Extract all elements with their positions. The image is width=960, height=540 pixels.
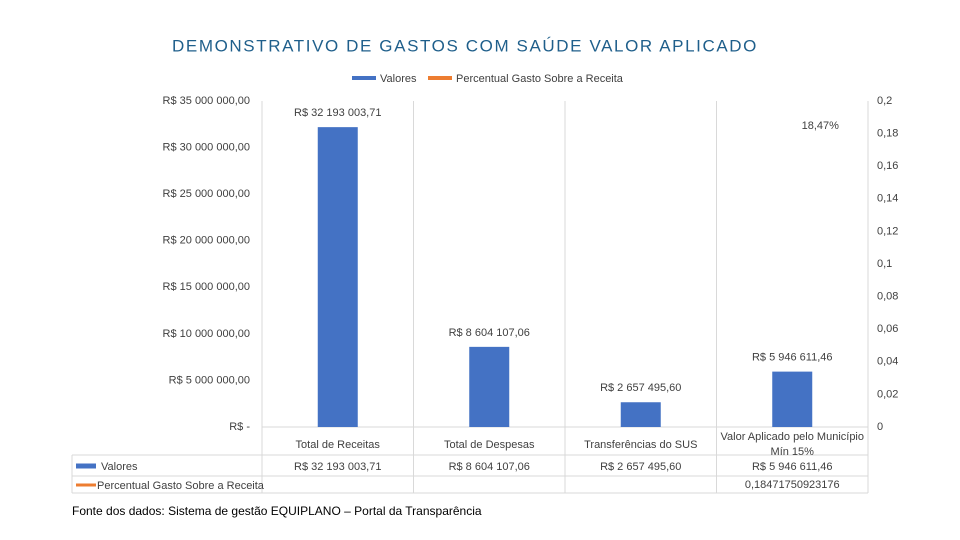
y2-tick-label: 0,16 (877, 160, 898, 172)
data-label: R$ 2 657 495,60 (600, 382, 681, 394)
table-value: R$ 8 604 107,06 (449, 461, 530, 473)
x-tick-label: Valor Aplicado pelo Município Mín 15% (720, 431, 865, 458)
category-cell: Transferências do SUS (584, 438, 698, 451)
y2-tick-label: 0,04 (877, 356, 898, 368)
y-tick-label: R$ 35 000 000,00 (163, 95, 250, 107)
y-tick-label: R$ 25 000 000,00 (163, 188, 250, 200)
chart-title: DEMONSTRATIVO DE GASTOS COM SAÚDE VALOR … (172, 36, 758, 55)
y2-tick-label: 0,06 (877, 323, 898, 335)
y2-tick-label: 0,14 (877, 193, 898, 205)
y2-tick-label: 0,12 (877, 225, 898, 237)
y-tick-label: R$ - (229, 421, 250, 433)
x-tick-label: Total de Despesas (444, 438, 535, 451)
bar (469, 346, 510, 427)
table-value: R$ 2 657 495,60 (600, 461, 681, 473)
table-value: 0,18471750923176 (745, 479, 840, 491)
y-tick-label: R$ 20 000 000,00 (163, 235, 250, 247)
y-tick-label: R$ 5 000 000,00 (169, 374, 250, 386)
x-tick-label: Total de Receitas (295, 438, 380, 451)
y2-tick-label: 0,1 (877, 258, 892, 270)
bar (772, 371, 813, 427)
x-tick-label: Transferências do SUS (584, 438, 698, 451)
category-cell: Total de Receitas (295, 438, 380, 451)
y2-tick-label: 0,18 (877, 128, 898, 140)
table-row-label: Valores (101, 461, 138, 473)
legend-label: Valores (380, 73, 417, 85)
bar (620, 402, 661, 427)
data-label: R$ 32 193 003,71 (294, 107, 381, 119)
y-tick-label: R$ 15 000 000,00 (163, 281, 250, 293)
data-label: R$ 5 946 611,46 (752, 352, 833, 364)
y2-tick-label: 0,08 (877, 291, 898, 303)
table-row-label: Percentual Gasto Sobre a Receita (97, 480, 265, 492)
table-value: R$ 5 946 611,46 (752, 461, 833, 473)
y-tick-label: R$ 30 000 000,00 (163, 141, 250, 153)
table-value: R$ 32 193 003,71 (294, 461, 381, 473)
source-note: Fonte dos dados: Sistema de gestão EQUIP… (72, 504, 482, 518)
category-cell: Valor Aplicado pelo Município Mín 15% (720, 431, 865, 458)
y2-tick-label: 0 (877, 421, 883, 433)
y2-tick-label: 0,02 (877, 388, 898, 400)
data-label: 18,47% (802, 120, 840, 132)
y2-tick-label: 0,2 (877, 95, 892, 107)
data-label: R$ 8 604 107,06 (449, 327, 530, 339)
y-tick-label: R$ 10 000 000,00 (163, 328, 250, 340)
category-cell: Total de Despesas (444, 438, 535, 451)
legend-label: Percentual Gasto Sobre a Receita (456, 73, 624, 85)
bar (317, 127, 358, 427)
